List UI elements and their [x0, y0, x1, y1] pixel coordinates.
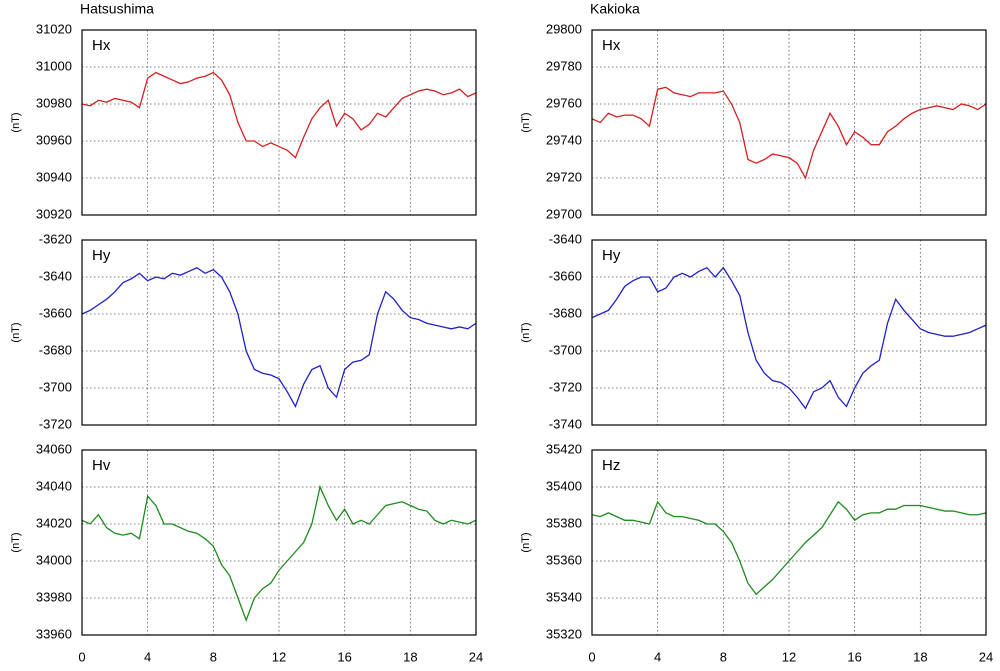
y-tick-label: -3660: [39, 305, 72, 320]
y-axis-label: (nT): [520, 322, 532, 342]
panel-label: Hx: [92, 37, 111, 54]
y-tick-label: 31020: [36, 21, 72, 36]
x-tick-label: 0: [588, 649, 595, 664]
x-tick-label: 18: [403, 649, 417, 664]
y-tick-label: 34060: [36, 441, 72, 456]
x-tick-label: 24: [979, 649, 993, 664]
plot-frame: [81, 29, 477, 216]
y-tick-label: -3660: [549, 268, 582, 283]
y-tick-label: -3640: [549, 231, 582, 246]
x-tick-label: 0: [78, 649, 85, 664]
y-tick-label: 30920: [36, 206, 72, 221]
y-tick-label: 29760: [546, 95, 582, 110]
x-tick-label: 4: [144, 649, 151, 664]
data-line: [591, 266, 987, 410]
y-axis-label: (nT): [10, 322, 22, 342]
y-tick-label: 30940: [36, 169, 72, 184]
y-tick-label: -3620: [39, 231, 72, 246]
y-tick-label: 35420: [546, 441, 582, 456]
plot-frame: [591, 239, 987, 426]
panel-label: Hy: [92, 247, 111, 264]
y-tick-label: 29800: [546, 21, 582, 36]
column-title: Kakioka: [590, 1, 640, 17]
x-tick-label: 24: [469, 649, 483, 664]
y-tick-label: 35380: [546, 515, 582, 530]
plot-frame: [81, 449, 477, 636]
y-axis-label: (nT): [10, 532, 22, 552]
panel-label: Hz: [602, 457, 620, 474]
x-tick-label: 12: [782, 649, 796, 664]
x-tick-label: 8: [210, 649, 217, 664]
y-tick-label: 29740: [546, 132, 582, 147]
data-line: [81, 484, 477, 623]
panel-label: Hv: [92, 457, 111, 474]
y-tick-label: 34020: [36, 515, 72, 530]
y-tick-label: -3680: [39, 342, 72, 357]
panel-label: Hy: [602, 247, 621, 264]
y-tick-label: 35340: [546, 589, 582, 604]
y-tick-label: 29780: [546, 58, 582, 73]
plot-frame: [81, 239, 477, 426]
y-tick-label: 35320: [546, 626, 582, 641]
y-tick-label: -3700: [39, 379, 72, 394]
y-tick-label: -3740: [549, 416, 582, 431]
plot-frame: [591, 29, 987, 216]
y-tick-label: -3640: [39, 268, 72, 283]
y-axis-label: (nT): [10, 112, 22, 132]
data-line: [81, 71, 477, 159]
y-tick-label: 29720: [546, 169, 582, 184]
y-tick-label: 35360: [546, 552, 582, 567]
y-tick-label: -3700: [549, 342, 582, 357]
x-tick-label: 12: [272, 649, 286, 664]
x-tick-label: 4: [654, 649, 661, 664]
plot-frame: [591, 449, 987, 636]
panel-label: Hx: [602, 37, 621, 54]
y-axis-label: (nT): [520, 112, 532, 132]
x-tick-label: 16: [847, 649, 861, 664]
y-tick-label: -3720: [549, 379, 582, 394]
data-line: [81, 267, 477, 409]
y-tick-label: 33960: [36, 626, 72, 641]
column-title: Hatsushima: [80, 1, 154, 17]
y-tick-label: -3720: [39, 416, 72, 431]
y-axis-label: (nT): [520, 532, 532, 552]
y-tick-label: 31000: [36, 58, 72, 73]
x-tick-label: 18: [913, 649, 927, 664]
y-tick-label: 34000: [36, 552, 72, 567]
x-tick-label: 16: [337, 649, 351, 664]
y-tick-label: 34040: [36, 478, 72, 493]
y-tick-label: 29700: [546, 206, 582, 221]
data-line: [591, 500, 987, 596]
data-line: [591, 86, 987, 180]
y-tick-label: 30960: [36, 132, 72, 147]
y-tick-label: 35400: [546, 478, 582, 493]
y-tick-label: -3680: [549, 305, 582, 320]
y-tick-label: 33980: [36, 589, 72, 604]
x-tick-label: 8: [720, 649, 727, 664]
y-tick-label: 30980: [36, 95, 72, 110]
